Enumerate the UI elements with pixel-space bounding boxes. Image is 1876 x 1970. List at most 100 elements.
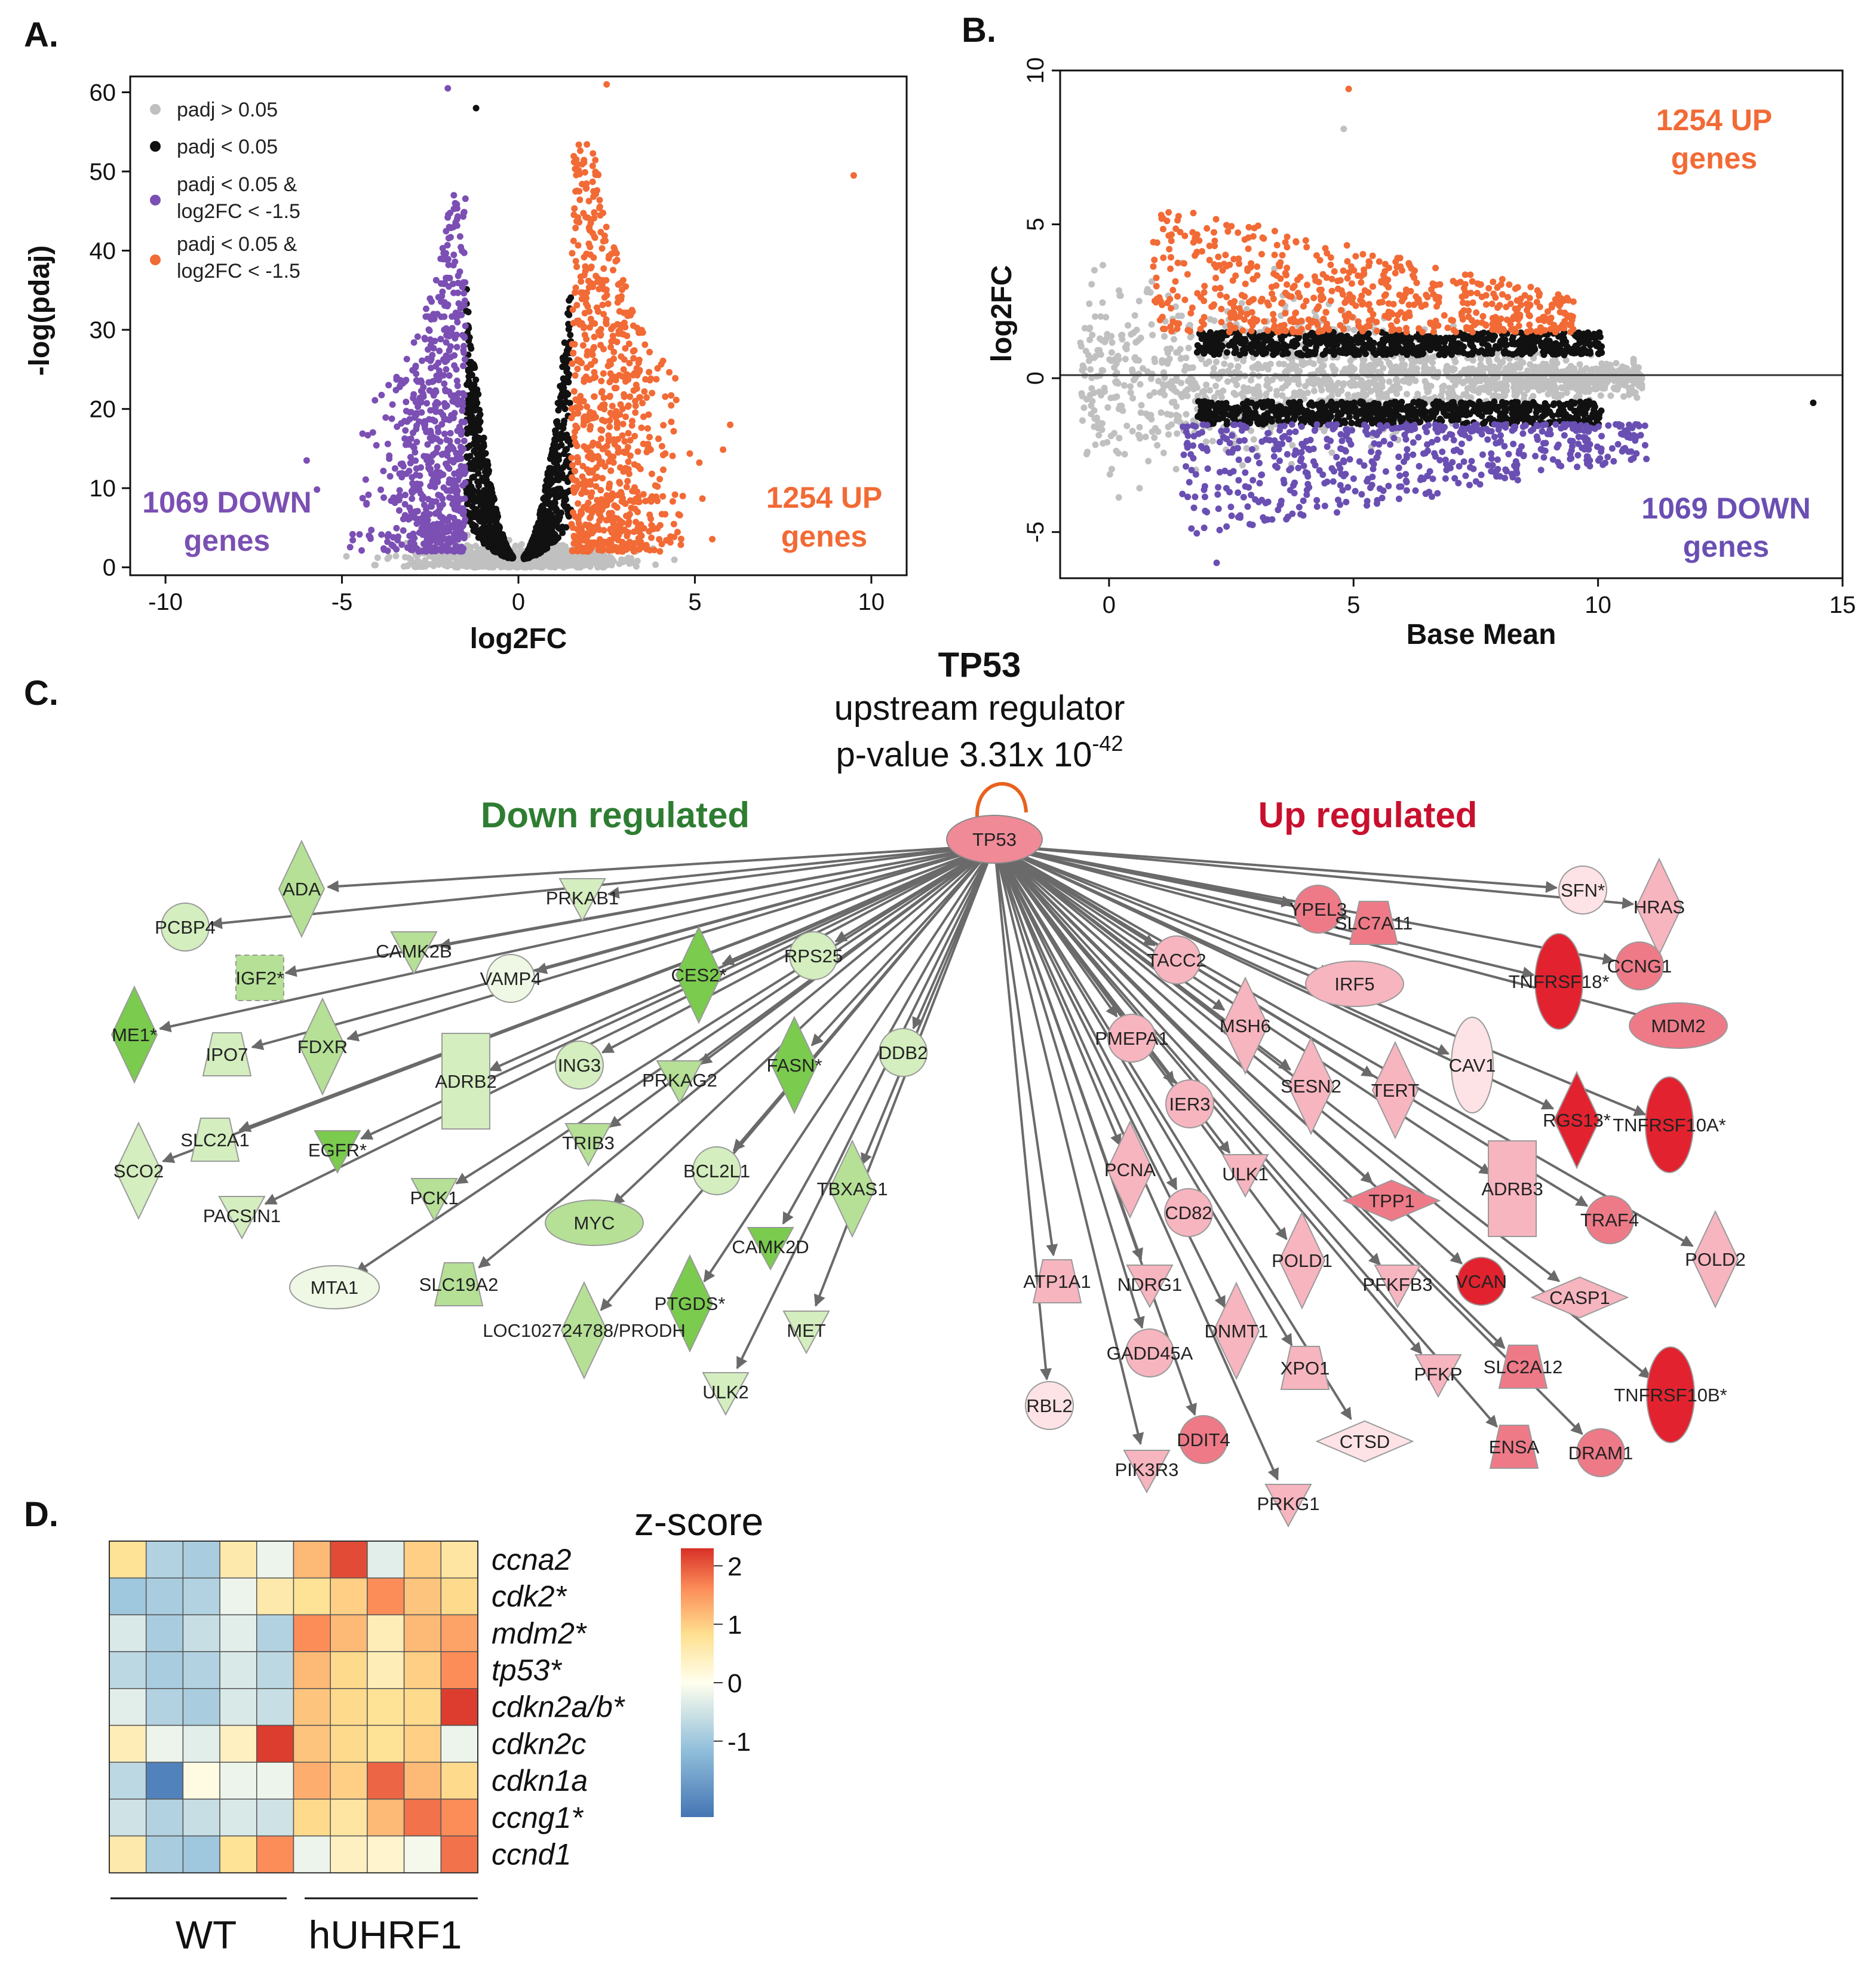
volcano-point-down xyxy=(409,495,416,502)
volcano-point-ns xyxy=(631,560,638,567)
volcano-point-down xyxy=(453,491,460,498)
ma-point-ns xyxy=(1519,379,1527,386)
volcano-point-up xyxy=(631,528,638,535)
volcano-point-sig xyxy=(470,527,477,534)
ma-point-ns xyxy=(1232,378,1239,385)
ma-point-ns xyxy=(1121,450,1128,458)
volcano-point-up xyxy=(583,250,590,257)
volcano-point-up xyxy=(625,518,633,526)
volcano-point-up xyxy=(598,245,606,252)
volcano-point-up xyxy=(612,376,619,383)
volcano-point-up xyxy=(589,150,597,157)
volcano-point-ns xyxy=(463,556,470,563)
volcano-point-down xyxy=(413,471,420,478)
volcano-point-up xyxy=(578,360,585,367)
volcano-point-up xyxy=(656,548,664,555)
ma-point-ns xyxy=(1460,391,1467,398)
ma-point-ns xyxy=(1104,438,1111,446)
ma-point-ns xyxy=(1386,378,1393,385)
volcano-point-up xyxy=(593,304,600,311)
volcano-point-up xyxy=(603,223,610,231)
volcano-point-down xyxy=(382,414,389,421)
volcano-point-up xyxy=(640,490,647,498)
volcano-point-up xyxy=(625,429,632,437)
volcano-point-down xyxy=(403,355,410,363)
ma-point-ns xyxy=(1148,416,1155,423)
ma-point-ns xyxy=(1401,366,1408,373)
volcano-point-down xyxy=(413,370,420,378)
volcano-point-down xyxy=(451,410,458,417)
volcano-point-ns xyxy=(563,548,570,555)
ma-point-ns xyxy=(1108,465,1115,472)
volcano-point-up xyxy=(579,342,587,349)
ma-point-ns xyxy=(1137,381,1144,388)
ma-point-ns xyxy=(1497,384,1504,391)
volcano-point-up xyxy=(668,418,675,425)
volcano-point-up xyxy=(577,289,584,296)
volcano-point-down xyxy=(380,546,388,553)
volcano-point-up xyxy=(581,413,588,421)
volcano-x-ticks: -10 -5 0 5 10 xyxy=(148,575,885,615)
volcano-point-up xyxy=(660,422,667,429)
volcano-point-ns xyxy=(374,554,381,561)
volcano-point-sig xyxy=(486,483,493,490)
volcano-point-down xyxy=(400,527,407,534)
volcano-point-down xyxy=(425,346,432,353)
ma-point-ns xyxy=(1469,386,1476,393)
volcano-point-up xyxy=(587,280,594,287)
ma-point-ns xyxy=(1326,376,1333,383)
volcano-point-sig xyxy=(564,437,572,444)
volcano-point-ns xyxy=(467,544,474,551)
volcano-point-down xyxy=(385,382,392,389)
ma-point-ns xyxy=(1109,339,1116,346)
ma-point-ns xyxy=(1328,392,1335,400)
volcano-point-up xyxy=(575,167,582,174)
volcano-point-up xyxy=(569,462,576,469)
volcano-point-up xyxy=(573,317,581,324)
volcano-point-up xyxy=(615,281,622,288)
volcano-point-up xyxy=(617,401,624,408)
volcano-point-up xyxy=(674,529,681,536)
volcano-point-down xyxy=(443,339,450,346)
ma-point-ns xyxy=(1465,365,1472,372)
ma-point-ns xyxy=(1240,357,1247,364)
volcano-point-up xyxy=(576,196,584,203)
volcano-point-up xyxy=(568,454,575,461)
volcano-point-ns xyxy=(491,562,498,569)
volcano-point-down xyxy=(453,525,460,532)
ma-point-ns xyxy=(1174,349,1181,356)
volcano-point-down xyxy=(423,400,431,407)
volcano-point-down xyxy=(441,430,448,437)
ma-point-ns xyxy=(1575,382,1582,389)
ma-point-ns xyxy=(1530,392,1537,400)
volcano-point-up xyxy=(616,478,623,486)
ma-point-ns xyxy=(1613,360,1620,367)
volcano-point-up xyxy=(599,475,606,482)
ma-y-axis-label: log2FC xyxy=(986,265,1018,363)
volcano-point-down xyxy=(421,514,428,521)
ma-point-ns xyxy=(1348,363,1355,370)
volcano-point-down xyxy=(378,531,385,538)
ma-point-ns xyxy=(1170,336,1177,343)
volcano-point-sig xyxy=(558,391,565,398)
volcano-point-up xyxy=(610,323,617,330)
volcano-point-down xyxy=(459,407,466,414)
volcano-up-annotation-1: 1254 UP xyxy=(766,481,883,514)
ma-point-ns xyxy=(1631,390,1638,397)
ma-point-ns xyxy=(1383,390,1390,397)
volcano-point-up xyxy=(573,484,581,491)
volcano-point-up xyxy=(601,294,608,301)
ma-point-ns xyxy=(1178,379,1185,386)
volcano-point-down xyxy=(378,391,385,398)
volcano-point-up xyxy=(667,533,674,540)
ma-point-ns xyxy=(1243,444,1250,452)
ma-point-ns xyxy=(1371,376,1378,383)
volcano-point-up xyxy=(627,497,634,504)
volcano-point-down xyxy=(420,383,427,391)
volcano-point-up xyxy=(569,360,576,367)
volcano-point-up xyxy=(611,385,618,392)
volcano-point-up xyxy=(572,422,579,429)
volcano-point-up xyxy=(598,388,606,395)
volcano-point-up xyxy=(652,493,659,501)
